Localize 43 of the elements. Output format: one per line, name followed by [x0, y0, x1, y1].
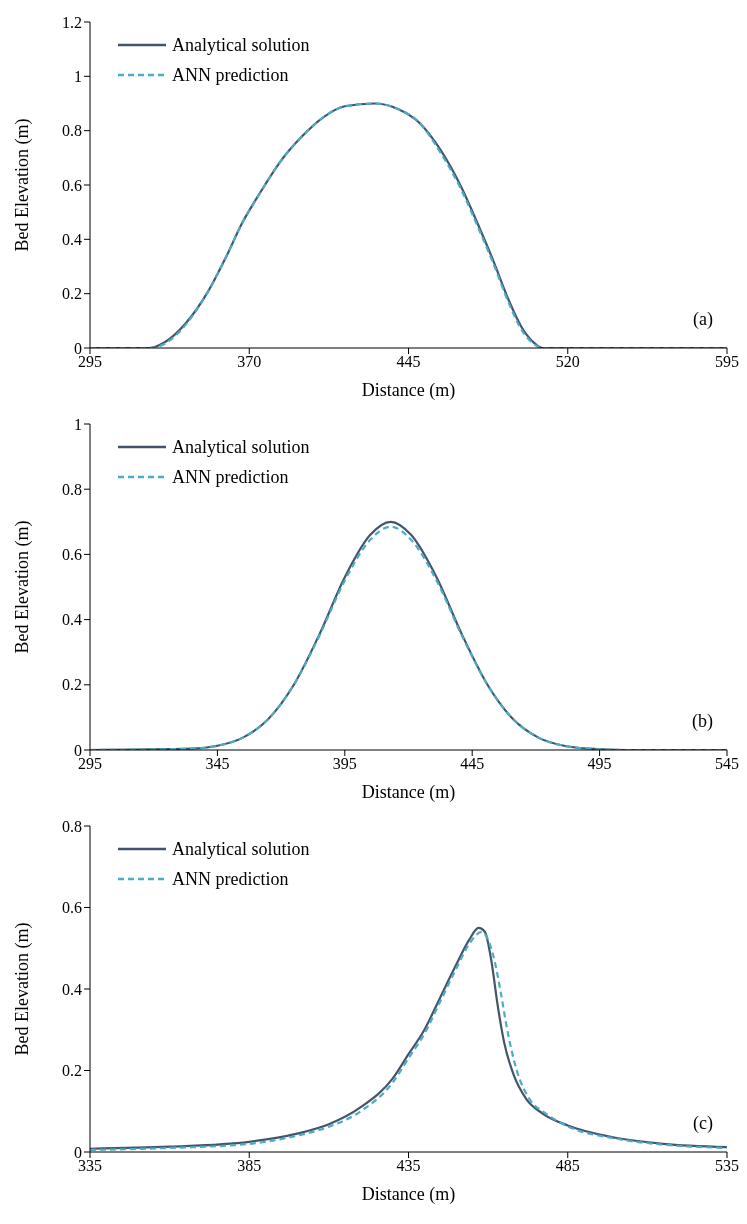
- x-axis-title: Distance (m): [361, 1184, 456, 1205]
- y-tick-label: 0.2: [62, 285, 82, 303]
- x-tick-label: 535: [715, 1157, 739, 1175]
- y-tick-label: 0.4: [62, 980, 82, 998]
- annotation: (b): [692, 711, 713, 732]
- y-tick-label: 0.4: [62, 611, 82, 629]
- y-tick-label: 0.6: [62, 899, 82, 917]
- x-axis-title: Distance (m): [361, 380, 456, 401]
- x-tick-label: 520: [555, 353, 580, 371]
- y-tick-label: 0.6: [62, 176, 82, 194]
- x-tick-label: 595: [715, 353, 739, 371]
- y-tick-label: 1: [74, 68, 82, 86]
- x-tick-label: 445: [460, 755, 485, 773]
- x-tick-label: 370: [237, 353, 262, 371]
- x-tick-label: 445: [396, 353, 421, 371]
- x-tick-label: 395: [332, 755, 357, 773]
- y-tick-label: 0.8: [62, 480, 82, 498]
- annotation: (a): [693, 309, 713, 330]
- x-tick-label: 545: [715, 755, 739, 773]
- y-tick-label: 0.2: [62, 1062, 82, 1080]
- y-tick-label: 0.4: [62, 231, 82, 249]
- legend-label: Analytical solution: [172, 436, 310, 458]
- legend-label: Analytical solution: [172, 838, 310, 860]
- legend-label: Analytical solution: [172, 34, 310, 56]
- y-tick-label: 0.8: [62, 122, 82, 140]
- annotation: (c): [693, 1113, 713, 1134]
- y-tick-label: 0.2: [62, 676, 82, 694]
- y-tick-label: 1: [74, 415, 82, 433]
- x-tick-label: 485: [555, 1157, 580, 1175]
- x-axis-title: Distance (m): [361, 782, 456, 803]
- y-axis-title: Bed Elevation (m): [12, 922, 34, 1056]
- y-tick-label: 1.2: [62, 13, 82, 31]
- legend-label: ANN prediction: [172, 64, 289, 86]
- legend-label: ANN prediction: [172, 868, 289, 890]
- x-tick-label: 385: [237, 1157, 262, 1175]
- legend-label: ANN prediction: [172, 466, 289, 488]
- y-tick-label: 0.6: [62, 546, 82, 564]
- x-tick-label: 435: [396, 1157, 421, 1175]
- x-tick-label: 495: [587, 755, 612, 773]
- y-tick-label: 0.8: [62, 817, 82, 835]
- y-axis-title: Bed Elevation (m): [12, 520, 34, 654]
- x-tick-label: 345: [205, 755, 230, 773]
- y-axis-title: Bed Elevation (m): [12, 118, 34, 252]
